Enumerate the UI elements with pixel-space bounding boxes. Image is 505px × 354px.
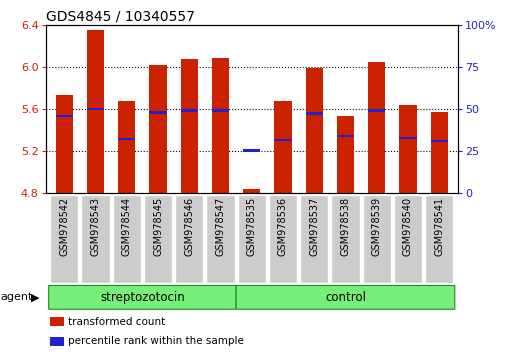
FancyBboxPatch shape — [206, 195, 234, 283]
Text: GSM978541: GSM978541 — [433, 196, 443, 256]
FancyBboxPatch shape — [48, 285, 236, 309]
Bar — [212, 109, 229, 112]
Bar — [87, 108, 104, 110]
Bar — [274, 102, 291, 193]
Text: ▶: ▶ — [31, 292, 39, 302]
Text: GSM978544: GSM978544 — [122, 196, 131, 256]
Text: GSM978547: GSM978547 — [215, 196, 225, 256]
FancyBboxPatch shape — [299, 195, 328, 283]
Bar — [398, 137, 416, 139]
Text: transformed count: transformed count — [68, 317, 165, 327]
Bar — [212, 58, 229, 193]
Text: GSM978542: GSM978542 — [59, 196, 69, 256]
FancyBboxPatch shape — [81, 195, 110, 283]
Text: GSM978545: GSM978545 — [153, 196, 163, 256]
Bar — [367, 109, 384, 112]
Bar — [56, 95, 73, 193]
Text: GSM978540: GSM978540 — [402, 196, 412, 256]
FancyBboxPatch shape — [393, 195, 421, 283]
Bar — [243, 189, 260, 193]
FancyBboxPatch shape — [113, 195, 140, 283]
FancyBboxPatch shape — [424, 195, 452, 283]
Bar — [274, 139, 291, 141]
FancyBboxPatch shape — [175, 195, 203, 283]
Bar — [336, 135, 354, 137]
Bar — [149, 65, 166, 193]
FancyBboxPatch shape — [237, 195, 265, 283]
Bar — [430, 112, 447, 193]
Bar — [180, 109, 197, 112]
Text: streptozotocin: streptozotocin — [100, 291, 184, 304]
Bar — [336, 116, 354, 193]
Text: GSM978536: GSM978536 — [277, 196, 287, 256]
Bar — [56, 115, 73, 117]
Bar — [49, 317, 64, 326]
Bar — [305, 113, 322, 115]
Bar — [367, 62, 384, 193]
Text: agent: agent — [0, 292, 32, 302]
Bar — [149, 112, 166, 114]
Bar — [243, 149, 260, 152]
FancyBboxPatch shape — [268, 195, 296, 283]
Bar — [430, 140, 447, 142]
Text: GDS4845 / 10340557: GDS4845 / 10340557 — [45, 9, 194, 23]
FancyBboxPatch shape — [236, 285, 454, 309]
Bar — [49, 337, 64, 346]
Text: GSM978535: GSM978535 — [246, 196, 256, 256]
FancyBboxPatch shape — [50, 195, 78, 283]
Text: GSM978546: GSM978546 — [184, 196, 194, 256]
Bar — [118, 102, 135, 193]
Text: GSM978538: GSM978538 — [340, 196, 350, 256]
Text: GSM978543: GSM978543 — [90, 196, 100, 256]
Bar — [305, 68, 322, 193]
FancyBboxPatch shape — [362, 195, 390, 283]
Text: GSM978537: GSM978537 — [309, 196, 319, 256]
Bar — [87, 30, 104, 193]
FancyBboxPatch shape — [331, 195, 359, 283]
Text: control: control — [324, 291, 365, 304]
Text: percentile rank within the sample: percentile rank within the sample — [68, 336, 243, 346]
Bar — [118, 138, 135, 141]
Bar — [180, 59, 197, 193]
Bar — [398, 105, 416, 193]
Text: GSM978539: GSM978539 — [371, 196, 381, 256]
FancyBboxPatch shape — [143, 195, 172, 283]
